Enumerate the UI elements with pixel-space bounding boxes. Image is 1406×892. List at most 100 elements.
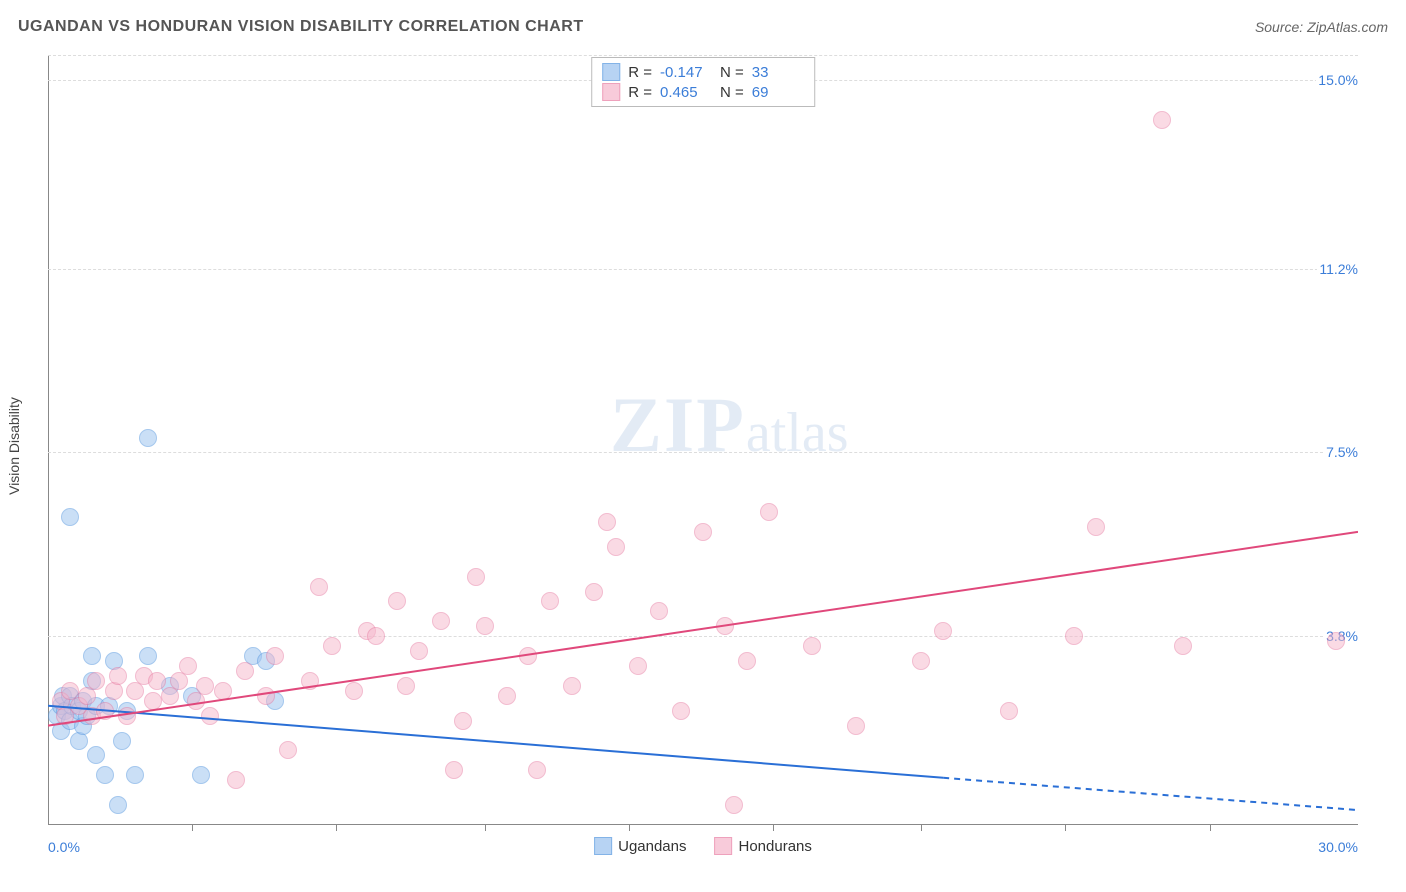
grid-line	[48, 636, 1358, 637]
data-point	[694, 523, 712, 541]
x-tick	[1210, 825, 1211, 831]
swatch-icon	[602, 63, 620, 81]
data-point	[257, 687, 275, 705]
y-tick-label: 7.5%	[1324, 444, 1360, 460]
y-axis-label: Vision Disability	[6, 397, 22, 495]
data-point	[410, 642, 428, 660]
data-point	[126, 766, 144, 784]
y-tick-label: 15.0%	[1316, 72, 1360, 88]
data-point	[96, 702, 114, 720]
data-point	[118, 707, 136, 725]
data-point	[109, 796, 127, 814]
data-point	[266, 647, 284, 665]
data-point	[87, 746, 105, 764]
data-point	[236, 662, 254, 680]
data-point	[563, 677, 581, 695]
series-label: Ugandans	[618, 838, 686, 855]
data-point	[196, 677, 214, 695]
r-value: 0.465	[660, 84, 712, 101]
data-point	[192, 766, 210, 784]
r-value: -0.147	[660, 64, 712, 81]
data-point	[87, 672, 105, 690]
data-point	[650, 602, 668, 620]
swatch-icon	[594, 837, 612, 855]
data-point	[528, 761, 546, 779]
legend-item: Hondurans	[715, 837, 812, 855]
data-point	[629, 657, 647, 675]
data-point	[803, 637, 821, 655]
data-point	[585, 583, 603, 601]
data-point	[607, 538, 625, 556]
x-tick	[921, 825, 922, 831]
legend-item: Ugandans	[594, 837, 686, 855]
swatch-icon	[602, 83, 620, 101]
n-label: N =	[720, 64, 744, 81]
trend-lines	[48, 55, 1358, 825]
data-point	[432, 612, 450, 630]
data-point	[476, 617, 494, 635]
data-point	[148, 672, 166, 690]
data-point	[1000, 702, 1018, 720]
data-point	[201, 707, 219, 725]
x-tick	[336, 825, 337, 831]
data-point	[1174, 637, 1192, 655]
data-point	[139, 429, 157, 447]
data-point	[760, 503, 778, 521]
data-point	[61, 508, 79, 526]
n-value: 33	[752, 64, 804, 81]
data-point	[279, 741, 297, 759]
data-point	[144, 692, 162, 710]
data-point	[738, 652, 756, 670]
data-point	[454, 712, 472, 730]
source-label: Source: ZipAtlas.com	[1255, 19, 1388, 35]
data-point	[109, 667, 127, 685]
x-tick	[1065, 825, 1066, 831]
series-legend: Ugandans Hondurans	[594, 837, 812, 855]
scatter-chart: ZIPatlas 3.8%7.5%11.2%15.0% R =-0.147N =…	[48, 55, 1358, 825]
x-tick	[192, 825, 193, 831]
data-point	[445, 761, 463, 779]
data-point	[227, 771, 245, 789]
data-point	[725, 796, 743, 814]
data-point	[179, 657, 197, 675]
data-point	[847, 717, 865, 735]
data-point	[96, 766, 114, 784]
n-value: 69	[752, 84, 804, 101]
data-point	[397, 677, 415, 695]
data-point	[310, 578, 328, 596]
data-point	[388, 592, 406, 610]
data-point	[541, 592, 559, 610]
data-point	[1327, 632, 1345, 650]
series-label: Hondurans	[739, 838, 812, 855]
x-tick	[485, 825, 486, 831]
x-axis-line	[48, 824, 1358, 825]
grid-line	[48, 452, 1358, 453]
data-point	[1065, 627, 1083, 645]
data-point	[716, 617, 734, 635]
chart-title: UGANDAN VS HONDURAN VISION DISABILITY CO…	[18, 18, 584, 36]
data-point	[467, 568, 485, 586]
y-tick-label: 11.2%	[1317, 261, 1360, 277]
data-point	[934, 622, 952, 640]
data-point	[139, 647, 157, 665]
data-point	[301, 672, 319, 690]
grid-line	[48, 269, 1358, 270]
header: UGANDAN VS HONDURAN VISION DISABILITY CO…	[18, 18, 1388, 36]
x-tick	[629, 825, 630, 831]
data-point	[323, 637, 341, 655]
data-point	[912, 652, 930, 670]
r-label: R =	[628, 64, 652, 81]
swatch-icon	[715, 837, 733, 855]
data-point	[345, 682, 363, 700]
correlation-legend: R = -0.147 N = 33 R = 0.465 N = 69	[591, 57, 815, 107]
data-point	[367, 627, 385, 645]
data-point	[113, 732, 131, 750]
r-label: R =	[628, 84, 652, 101]
x-tick	[773, 825, 774, 831]
data-point	[519, 647, 537, 665]
plot-region: 3.8%7.5%11.2%15.0%	[48, 55, 1358, 825]
data-point	[214, 682, 232, 700]
data-point	[672, 702, 690, 720]
n-label: N =	[720, 84, 744, 101]
grid-line	[48, 55, 1358, 56]
